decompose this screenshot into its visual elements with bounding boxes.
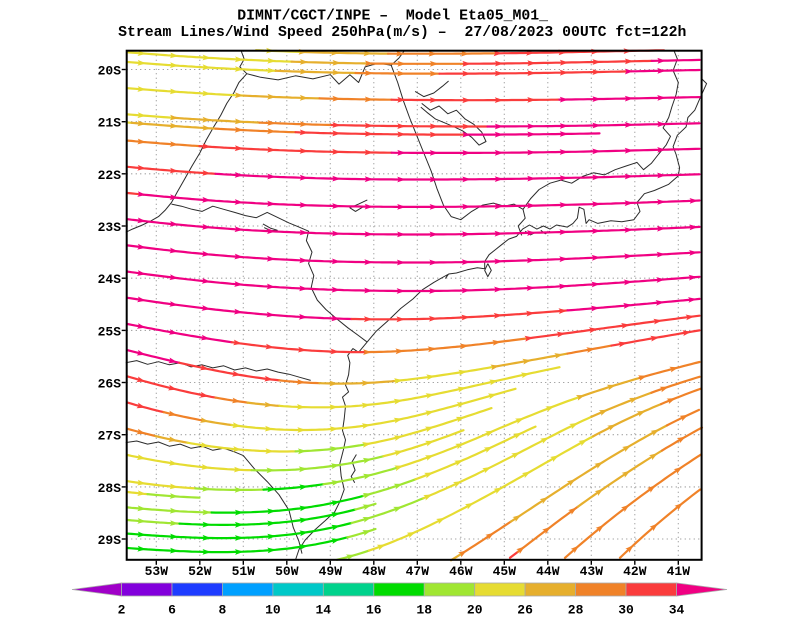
svg-text:2: 2	[118, 603, 126, 618]
svg-text:29S: 29S	[98, 533, 122, 548]
svg-text:48W: 48W	[362, 564, 386, 579]
svg-text:51W: 51W	[232, 564, 256, 579]
svg-text:45W: 45W	[493, 564, 517, 579]
svg-text:47W: 47W	[406, 564, 430, 579]
svg-text:DIMNT/CGCT/INPE – Model Eta05: DIMNT/CGCT/INPE – Model Eta05_M01_	[237, 9, 548, 25]
svg-text:42W: 42W	[623, 564, 647, 579]
svg-text:16: 16	[366, 603, 382, 618]
svg-text:23S: 23S	[98, 220, 122, 235]
svg-text:14: 14	[315, 603, 331, 618]
svg-text:43W: 43W	[580, 564, 604, 579]
svg-text:25S: 25S	[98, 324, 122, 339]
svg-text:49W: 49W	[319, 564, 343, 579]
svg-text:Stream Lines/Wind Speed 250hPa: Stream Lines/Wind Speed 250hPa(m/s) – 27…	[118, 25, 686, 41]
svg-text:28S: 28S	[98, 481, 122, 496]
svg-text:18: 18	[416, 603, 432, 618]
svg-text:10: 10	[265, 603, 281, 618]
svg-text:20S: 20S	[98, 64, 122, 79]
svg-text:46W: 46W	[449, 564, 473, 579]
svg-text:50W: 50W	[275, 564, 299, 579]
svg-text:41W: 41W	[667, 564, 691, 579]
svg-text:20: 20	[467, 603, 483, 618]
svg-text:6: 6	[168, 603, 176, 618]
svg-text:26: 26	[517, 603, 533, 618]
svg-text:24S: 24S	[98, 272, 122, 287]
svg-text:53W: 53W	[145, 564, 169, 579]
svg-text:52W: 52W	[188, 564, 212, 579]
svg-text:44W: 44W	[536, 564, 560, 579]
svg-text:27S: 27S	[98, 429, 122, 444]
svg-text:30: 30	[618, 603, 634, 618]
svg-text:22S: 22S	[98, 168, 122, 183]
svg-text:26S: 26S	[98, 377, 122, 392]
svg-text:28: 28	[568, 603, 584, 618]
svg-text:8: 8	[218, 603, 226, 618]
svg-text:34: 34	[669, 603, 685, 618]
svg-text:21S: 21S	[98, 116, 122, 131]
